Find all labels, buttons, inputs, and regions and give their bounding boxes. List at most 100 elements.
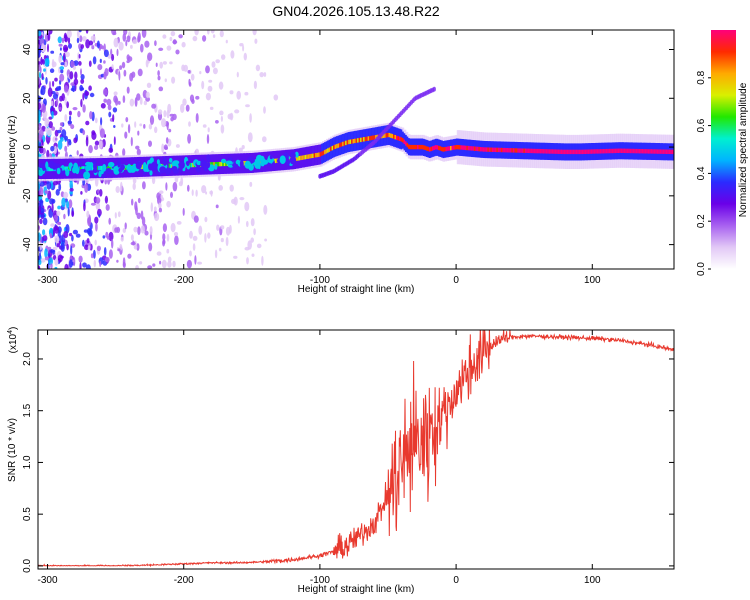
spectrogram-noise-blob: [126, 86, 130, 94]
spectrogram-noise-blob: [84, 91, 90, 96]
spectrogram-ridge-core: [321, 151, 323, 156]
spectrogram-noise-blob: [113, 37, 119, 48]
spectrogram-noise-blob: [44, 256, 50, 261]
spectrogram-noise-blob: [131, 198, 134, 206]
spectrogram-noise-blob: [84, 183, 89, 193]
spectrogram-noise-blob: [80, 74, 85, 80]
spectrogram-noise-blob: [166, 45, 172, 51]
y-tick-label: 40: [22, 44, 33, 56]
spectrogram-noise-blob: [159, 260, 162, 265]
spectrogram-noise-blob: [46, 181, 52, 190]
spectrogram-noise-blob: [140, 210, 144, 220]
spectrogram-ridge-core: [406, 142, 409, 148]
spectrogram-noise-blob: [93, 249, 96, 259]
spectrogram-noise-blob: [66, 30, 72, 38]
spectrogram-noise-blob: [181, 41, 186, 48]
spectrogram-ridge-core: [109, 165, 112, 171]
spectrogram-noise-blob: [80, 99, 83, 108]
spectrogram-noise-blob: [51, 100, 54, 106]
spectrogram-noise-blob: [216, 224, 220, 231]
spectrogram-ridge-core: [435, 145, 437, 150]
spectrogram-noise-blob: [38, 76, 41, 86]
spectrogram-ridge-core: [106, 165, 109, 171]
spectrogram-ridge-blob: [93, 163, 98, 170]
spectrogram-ridge-core: [641, 149, 644, 154]
spectrogram-noise-blob: [46, 119, 50, 125]
spectrogram-ridge-blob: [132, 163, 137, 169]
spectrogram-noise-blob: [110, 48, 113, 57]
spectrogram-y-axis-label: Frequency (Hz): [7, 116, 18, 185]
spectrogram-noise-blob: [136, 93, 141, 101]
spectrogram-ridge-core: [496, 147, 499, 153]
spectrogram-noise-blob: [111, 53, 115, 62]
spectrogram-noise-blob: [59, 47, 62, 51]
spectrogram-noise-blob: [173, 232, 179, 236]
spectrogram-ridge-core: [408, 144, 410, 149]
spectrogram-noise-blob: [127, 253, 132, 259]
spectrogram-noise-blob: [132, 182, 136, 190]
spectrogram-ridge-core: [620, 148, 623, 153]
spectrogram-ridge-core: [372, 135, 374, 140]
spectrogram-noise-blob: [77, 52, 80, 61]
spectrogram-noise-blob: [63, 52, 66, 63]
spectrogram-ridge-blob: [260, 157, 266, 163]
snr-background: [38, 330, 674, 569]
spectrogram-noise-blob: [152, 263, 156, 267]
spectrogram-noise-blob: [95, 222, 98, 232]
spectrogram-noise-blob: [122, 228, 127, 233]
spectrogram-ridge-core: [533, 148, 536, 154]
spectrogram-noise-blob: [162, 233, 166, 241]
spectrogram-noise-blob: [194, 255, 197, 265]
spectrogram-noise-blob: [38, 133, 42, 143]
spectrogram-noise-blob: [148, 242, 153, 252]
spectrogram-noise-blob: [139, 261, 143, 265]
spectrogram-noise-blob: [64, 145, 68, 152]
spectrogram-noise-blob: [86, 210, 90, 218]
spectrogram-noise-blob: [55, 86, 61, 91]
spectrogram-noise-blob: [130, 234, 134, 241]
spectrogram-noise-blob: [144, 230, 149, 236]
spectrogram-noise-blob: [172, 260, 176, 268]
spectrogram-ridge-core: [583, 149, 586, 154]
spectrogram-noise-blob: [174, 235, 179, 246]
spectrogram-noise-blob: [39, 66, 42, 74]
spectrogram-noise-blob: [66, 101, 69, 109]
spectrogram-noise-blob: [264, 238, 267, 242]
spectrogram-noise-blob: [142, 181, 146, 190]
spectrogram-ridge-core: [427, 146, 430, 152]
spectrogram-noise-blob: [38, 259, 42, 266]
spectrogram-ridge-core: [313, 153, 316, 158]
spectrogram-ridge-core: [637, 148, 639, 154]
spectrogram-noise-blob: [245, 104, 250, 108]
spectrogram-noise-blob: [98, 213, 101, 218]
spectrogram-ridge-core: [390, 133, 392, 138]
spectrogram-ridge-core: [640, 149, 642, 154]
spectrogram-noise-blob: [211, 61, 216, 68]
spectrogram-noise-blob: [256, 243, 262, 249]
spectrogram-noise-blob: [250, 237, 254, 243]
spectrogram-ridge-core: [512, 148, 515, 153]
spectrogram-noise-blob: [136, 243, 140, 251]
spectrogram-noise-blob: [67, 36, 71, 45]
spectrogram-noise-blob: [41, 103, 46, 113]
spectrogram-ridge-blob: [171, 166, 178, 172]
spectrogram-noise-blob: [99, 58, 102, 64]
spectrogram-noise-blob: [54, 258, 59, 266]
spectrogram-noise-blob: [103, 98, 107, 103]
spectrogram-ridge-core: [304, 154, 307, 160]
spectrogram-noise-blob: [67, 206, 70, 217]
spectrogram-ridge-blob: [225, 160, 233, 165]
spectrogram-noise-blob: [38, 181, 41, 192]
spectrogram-noise-blob: [61, 234, 64, 244]
spectrogram-noise-blob: [80, 78, 85, 84]
spectrogram-ridge-core: [424, 145, 427, 151]
spectrogram-noise-blob: [250, 218, 255, 227]
spectrogram-noise-blob: [157, 70, 160, 77]
spectrogram-noise-blob: [178, 34, 183, 39]
spectrogram-ridge-core: [97, 165, 100, 171]
spectrogram-ridge-core: [445, 146, 448, 152]
spectrogram-noise-blob: [70, 124, 75, 130]
spectrogram-noise-blob: [186, 259, 192, 269]
spectrogram-noise-blob: [215, 204, 219, 209]
spectrogram-ridge-core: [604, 149, 607, 154]
